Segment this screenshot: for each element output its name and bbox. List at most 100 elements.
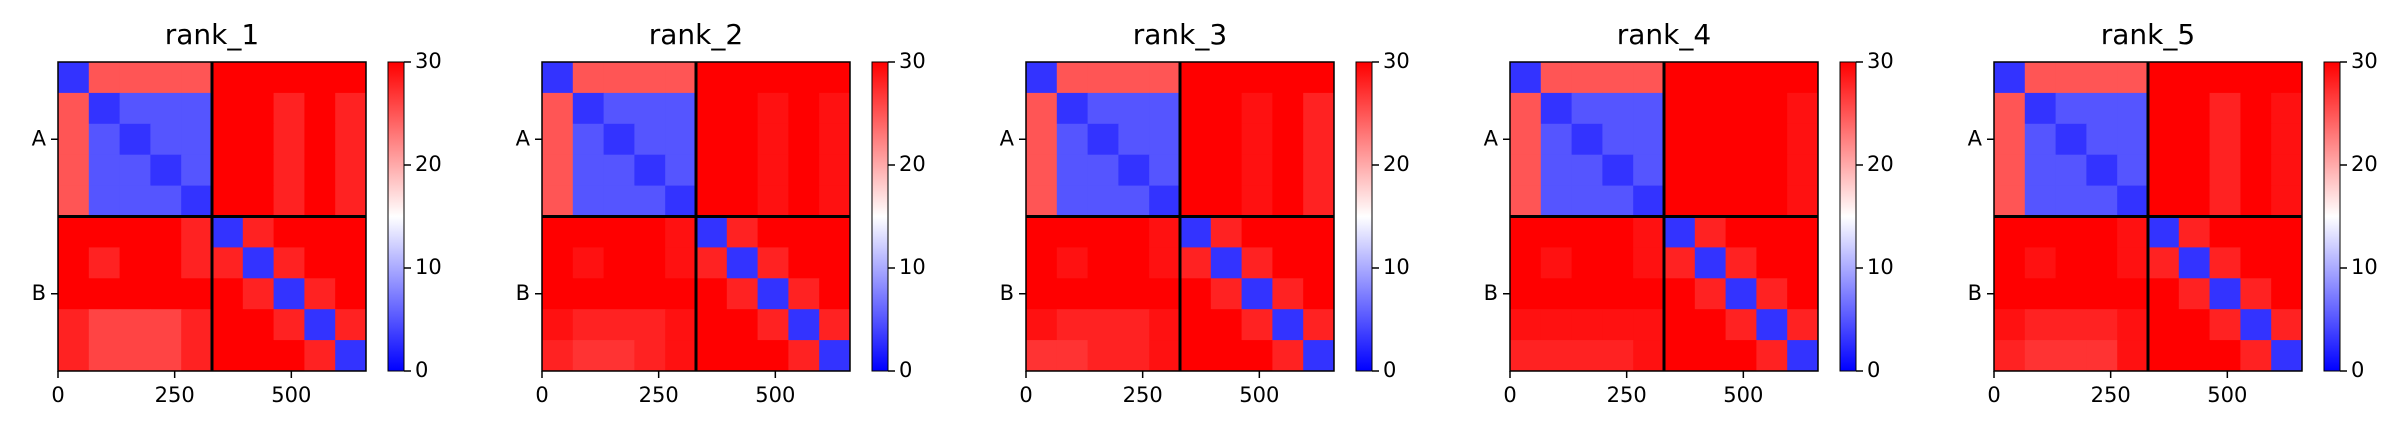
heatmap-cell: [1756, 216, 1788, 248]
x-tick-label: 0: [535, 383, 548, 407]
heatmap-cell: [1510, 216, 1542, 248]
heatmap-cell: [1056, 340, 1089, 372]
heatmap-cell: [1994, 123, 2026, 156]
heatmap-cell: [2086, 340, 2118, 372]
heatmap-cell: [542, 92, 574, 125]
x-tick-label: 0: [1987, 383, 2000, 407]
heatmap-cell: [726, 216, 759, 248]
heatmap-cell: [1571, 278, 1603, 310]
heatmap-cell: [757, 340, 789, 372]
heatmap-cell: [788, 123, 820, 156]
heatmap-cell: [572, 340, 605, 372]
heatmap-cell: [2178, 92, 2211, 125]
heatmap-cell: [1241, 247, 1273, 279]
heatmap-cell: [2148, 216, 2180, 248]
heatmap-cell: [242, 340, 275, 372]
heatmap-cell: [2148, 154, 2180, 187]
heatmap-cell: [1725, 92, 1757, 125]
heatmap-cell: [1272, 123, 1304, 156]
heatmap-cell: [273, 62, 305, 94]
heatmap-cell: [1149, 278, 1181, 310]
heatmap-cell: [119, 185, 151, 217]
heatmap-cell: [1241, 309, 1273, 341]
heatmap-cell: [603, 62, 635, 94]
heatmap-cell: [2055, 309, 2087, 341]
heatmap-cell: [181, 340, 213, 372]
heatmap-cell: [665, 216, 697, 248]
heatmap-cell: [1180, 185, 1212, 217]
heatmap-cell: [2117, 309, 2149, 341]
heatmap-cell: [212, 309, 244, 341]
heatmap-cell: [2086, 309, 2118, 341]
heatmap-cell: [181, 123, 213, 156]
colorbar: [387, 61, 405, 372]
heatmap-cell: [1303, 278, 1335, 310]
heatmap-cell: [2148, 92, 2180, 125]
heatmap-cell: [88, 123, 121, 156]
x-tick-label: 0: [1019, 383, 1032, 407]
heatmap-cell: [696, 278, 728, 310]
colorbar: [871, 61, 889, 372]
heatmap-cell: [1571, 154, 1603, 187]
heatmap-cell: [1602, 185, 1634, 217]
heatmap-cell: [2024, 92, 2057, 125]
heatmap-cell: [542, 123, 574, 156]
heatmap-cell: [150, 216, 182, 248]
heatmap-cell: [335, 278, 367, 310]
heatmap-cell: [2086, 154, 2118, 187]
heatmap-cell: [757, 185, 789, 217]
heatmap-cell: [788, 92, 820, 125]
heatmap-cell: [634, 247, 666, 279]
heatmap-cell: [1180, 247, 1212, 279]
heatmap-cell: [1694, 185, 1727, 217]
heatmap-cell: [1118, 185, 1150, 217]
heatmap-cell: [1149, 92, 1181, 125]
heatmap-cell: [119, 278, 151, 310]
heatmap-cell: [603, 216, 635, 248]
heatmap-cell: [2240, 278, 2272, 310]
heatmap-cell: [58, 216, 90, 248]
heatmap-cell: [1694, 216, 1727, 248]
heatmap-cell: [304, 123, 336, 156]
heatmap-cell: [1510, 154, 1542, 187]
heatmap-cell: [1540, 62, 1573, 94]
heatmap-cell: [1241, 216, 1273, 248]
heatmap-cell: [88, 309, 121, 341]
heatmap-cell: [2240, 247, 2272, 279]
heatmap-cell: [1272, 216, 1304, 248]
heatmap-cell: [1303, 247, 1335, 279]
heatmap-cell: [335, 309, 367, 341]
heatmap-cell: [634, 62, 666, 94]
heatmap-cell: [542, 340, 574, 372]
heatmap-cell: [1118, 216, 1150, 248]
heatmap-cell: [2086, 216, 2118, 248]
heatmap-cell: [2178, 278, 2211, 310]
heatmap-cell: [1510, 340, 1542, 372]
heatmap-cell: [119, 216, 151, 248]
heatmap-cell: [1210, 216, 1243, 248]
heatmap-cell: [242, 216, 275, 248]
x-tick-label: 250: [1607, 383, 1647, 407]
heatmap-cell: [1756, 185, 1788, 217]
heatmap-cell: [1180, 340, 1212, 372]
heatmap-cell: [1664, 185, 1696, 217]
heatmap-cell: [1994, 216, 2026, 248]
heatmap-cell: [2271, 185, 2303, 217]
heatmap-cell: [58, 278, 90, 310]
heatmap-cell: [1664, 247, 1696, 279]
heatmap-cell: [603, 340, 635, 372]
heatmap-cell: [634, 309, 666, 341]
heatmap-cell: [58, 340, 90, 372]
heatmap-cell: [335, 340, 367, 372]
heatmap-cell: [2086, 92, 2118, 125]
heatmap-cell: [1664, 154, 1696, 187]
heatmap-cell: [1633, 185, 1665, 217]
heatmap-cell: [1272, 278, 1304, 310]
heatmap-cell: [273, 123, 305, 156]
heatmap-cell: [2209, 92, 2241, 125]
heatmap-cell: [1272, 92, 1304, 125]
y-tick-label: B: [516, 281, 530, 305]
heatmap-cell: [1994, 185, 2026, 217]
heatmap-cell: [2271, 216, 2303, 248]
heatmap-cell: [2117, 185, 2149, 217]
